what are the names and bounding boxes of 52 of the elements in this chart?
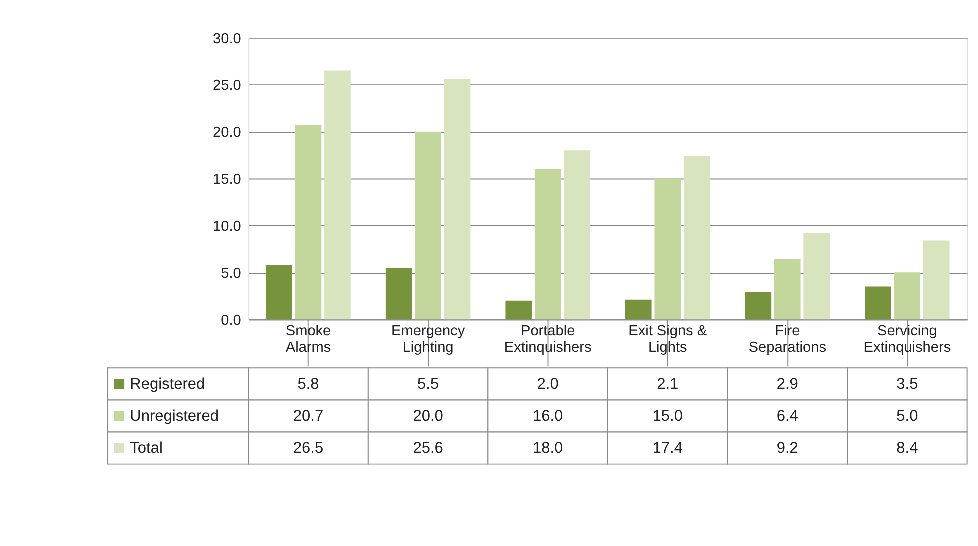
- bar: [745, 292, 772, 320]
- x-tick-label: Emergency Lighting: [392, 324, 466, 356]
- data-label: 16.0: [532, 408, 564, 426]
- data-label: 5.8: [298, 376, 320, 394]
- bar: [894, 272, 921, 320]
- x-tick-label: Portable Extinquishers: [504, 324, 592, 356]
- y-tick-label: 20.0: [213, 125, 242, 142]
- data-label: 15.0: [652, 408, 684, 426]
- bar: [654, 178, 682, 320]
- data-label: 20.7: [293, 408, 324, 426]
- data-label: 25.6: [413, 440, 444, 458]
- bar: [804, 233, 830, 320]
- data-label: 3.5: [896, 376, 918, 394]
- legend-label: Total: [130, 440, 163, 458]
- y-tick-label: 25.0: [213, 78, 242, 94]
- legend-label: Registered: [130, 376, 206, 394]
- data-label: 9.2: [776, 440, 798, 458]
- data-label: 20.0: [413, 408, 444, 426]
- bar: [506, 300, 532, 320]
- bar: [386, 268, 412, 320]
- bar: [626, 300, 652, 320]
- x-tick-label: Fire Separations: [748, 324, 826, 356]
- data-label: 18.0: [532, 440, 564, 458]
- bar: [266, 265, 292, 320]
- bar: [295, 125, 322, 320]
- bar: [534, 169, 562, 320]
- y-tick-label: 15.0: [213, 172, 242, 188]
- data-label: 2.1: [657, 376, 679, 394]
- y-tick-label: 10.0: [213, 219, 242, 236]
- bar: [923, 240, 950, 320]
- legend-label: Unregistered: [130, 408, 219, 426]
- bar: [444, 79, 471, 320]
- data-label: 6.4: [776, 408, 799, 426]
- y-tick-label: 5.0: [221, 266, 242, 282]
- bar: [415, 132, 442, 320]
- x-tick-label: Exit Signs & Lights: [628, 324, 708, 356]
- bar: [774, 260, 801, 320]
- data-label: 2.9: [776, 376, 798, 394]
- data-label: 26.5: [293, 440, 324, 458]
- bar: [684, 156, 710, 320]
- data-label: 17.4: [652, 440, 684, 458]
- x-tick-label: Smoke Alarms: [286, 324, 332, 356]
- y-tick-label: 30.0: [213, 31, 242, 48]
- x-tick-label: Servicing Extinquishers: [864, 324, 952, 356]
- y-tick-label: 0.0: [221, 312, 242, 329]
- data-label: 5.5: [418, 376, 440, 394]
- data-label: 5.0: [896, 408, 919, 426]
- bar: [564, 150, 590, 320]
- data-label: 8.4: [896, 440, 919, 458]
- bar: [865, 286, 892, 320]
- data-label: 2.0: [537, 376, 560, 394]
- bar: [324, 70, 351, 320]
